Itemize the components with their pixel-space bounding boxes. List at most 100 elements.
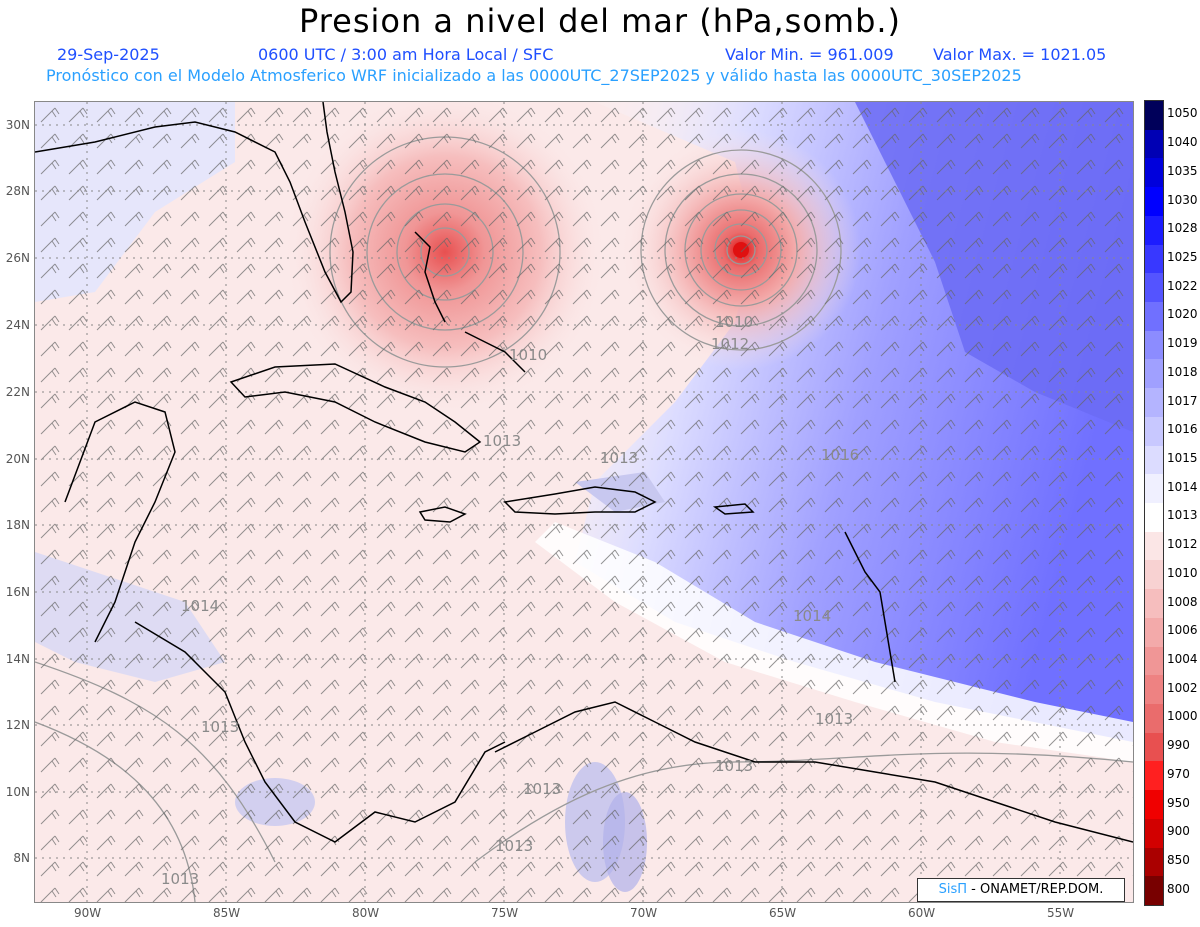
lat-label: 22N (5, 385, 30, 399)
max-value: Valor Max. = 1021.05 (933, 45, 1107, 64)
color-scale-swatch (1145, 503, 1163, 533)
color-scale-swatch (1145, 790, 1163, 820)
coast-yucatan (64, 401, 176, 643)
color-scale-label: 950 (1167, 795, 1190, 810)
color-scale-swatch (1145, 646, 1163, 676)
color-scale-bar (1144, 100, 1164, 906)
color-scale-swatch (1145, 445, 1163, 475)
credit-brand: SisΠ (938, 882, 968, 897)
color-scale-label: 1016 (1167, 422, 1198, 437)
contour-label: 1013 (495, 837, 533, 855)
lon-label: 70W (630, 906, 658, 920)
credit-text: - ONAMET/REP.DOM. (967, 882, 1104, 897)
color-scale-swatch (1145, 531, 1163, 561)
lon-label: 75W (491, 906, 519, 920)
model-description: Pronóstico con el Modelo Atmosferico WRF… (46, 66, 1022, 85)
lat-label: 28N (5, 184, 30, 198)
color-scale-swatch (1145, 330, 1163, 360)
map-canvas: 1010 1012 1010 1013 1013 1016 1014 1014 … (35, 102, 1133, 902)
contour-label: 1013 (483, 432, 521, 450)
color-scale-swatch (1145, 617, 1163, 648)
color-scale-swatch (1145, 302, 1163, 332)
color-scale-swatch (1145, 761, 1163, 791)
color-scale-swatch (1145, 416, 1163, 447)
contour-label: 1013 (161, 870, 199, 888)
color-scale-label: 1000 (1167, 709, 1198, 724)
contour-label: 1013 (815, 710, 853, 728)
lon-label: 85W (213, 906, 241, 920)
coast-south-america (494, 701, 1133, 843)
color-scale-label: 1040 (1167, 135, 1198, 150)
color-scale-label: 1015 (1167, 450, 1198, 465)
color-scale-swatch (1145, 732, 1163, 762)
coast-bahamas (414, 231, 526, 373)
color-scale-label: 970 (1167, 766, 1190, 781)
lat-label: 12N (5, 718, 30, 732)
coastlines (35, 102, 1133, 843)
coast-jamaica (418, 506, 467, 523)
coast-lesser-antilles (844, 531, 896, 683)
color-scale-swatch (1145, 101, 1163, 131)
lat-label: 8N (13, 851, 30, 865)
color-scale-swatch (1145, 704, 1163, 734)
coast-central-america (134, 621, 506, 843)
contour-label: 1013 (600, 449, 638, 467)
color-scale-swatch (1145, 474, 1163, 504)
map-title: Presion a nivel del mar (hPa,somb.) (298, 2, 902, 40)
color-scale-label: 1004 (1167, 651, 1198, 666)
contour-label: 1014 (793, 607, 831, 625)
color-scale-label: 1025 (1167, 249, 1198, 264)
contour-label: 1013 (523, 780, 561, 798)
color-scale-swatch (1145, 273, 1163, 303)
color-scale-swatch (1145, 876, 1163, 906)
color-scale-label: 850 (1167, 852, 1190, 867)
contour-label: 1014 (181, 597, 219, 615)
color-scale-label: 1017 (1167, 393, 1198, 408)
lon-label: 55W (1047, 906, 1075, 920)
color-scale-label: 1008 (1167, 594, 1198, 609)
color-scale-swatch (1145, 359, 1163, 389)
color-scale-swatch (1145, 215, 1163, 246)
lat-label: 14N (5, 652, 30, 666)
color-scale-label: 900 (1167, 824, 1190, 839)
color-scale-swatch (1145, 388, 1163, 418)
color-scale-label: 1019 (1167, 336, 1198, 351)
color-scale-label: 1030 (1167, 192, 1198, 207)
lat-label: 16N (5, 585, 30, 599)
lon-label: 80W (352, 906, 380, 920)
color-scale-label: 1028 (1167, 221, 1198, 236)
lat-label: 26N (5, 251, 30, 265)
color-scale-label: 800 (1167, 881, 1190, 896)
graticule (35, 102, 1133, 902)
color-scale-label: 1010 (1167, 565, 1198, 580)
color-scale-label: 1020 (1167, 307, 1198, 322)
color-scale-label: 1018 (1167, 364, 1198, 379)
color-scale-swatch (1145, 589, 1163, 619)
color-scale-label: 1002 (1167, 680, 1198, 695)
contour-label: 1010 (509, 346, 547, 364)
contour-label: 1013 (715, 757, 753, 775)
coast-puerto-rico (712, 503, 755, 515)
color-scale-swatch (1145, 560, 1163, 590)
color-scale-swatch (1145, 244, 1163, 274)
lon-label: 60W (908, 906, 936, 920)
min-value: Valor Min. = 961.009 (725, 45, 894, 64)
contour-label: 1010 (715, 313, 753, 331)
color-scale-label: 1013 (1167, 508, 1198, 523)
color-scale-swatch (1145, 818, 1163, 849)
coast-cuba (229, 363, 482, 453)
color-scale-label: 1014 (1167, 479, 1198, 494)
color-scale-swatch (1145, 129, 1163, 159)
color-scale-label: 990 (1167, 738, 1190, 753)
contour-label: 1013 (201, 718, 239, 736)
lat-label: 30N (5, 118, 30, 132)
forecast-date: 29-Sep-2025 (57, 45, 160, 64)
color-scale-swatch (1145, 158, 1163, 188)
lat-label: 24N (5, 318, 30, 332)
color-scale-swatch (1145, 847, 1163, 877)
coast-hispaniola (503, 486, 657, 515)
forecast-time: 0600 UTC / 3:00 am Hora Local / SFC (258, 45, 554, 64)
color-scale-label: 1022 (1167, 278, 1198, 293)
coast-florida (35, 102, 354, 304)
pressure-map: 1010 1012 1010 1013 1013 1016 1014 1014 … (34, 101, 1134, 903)
